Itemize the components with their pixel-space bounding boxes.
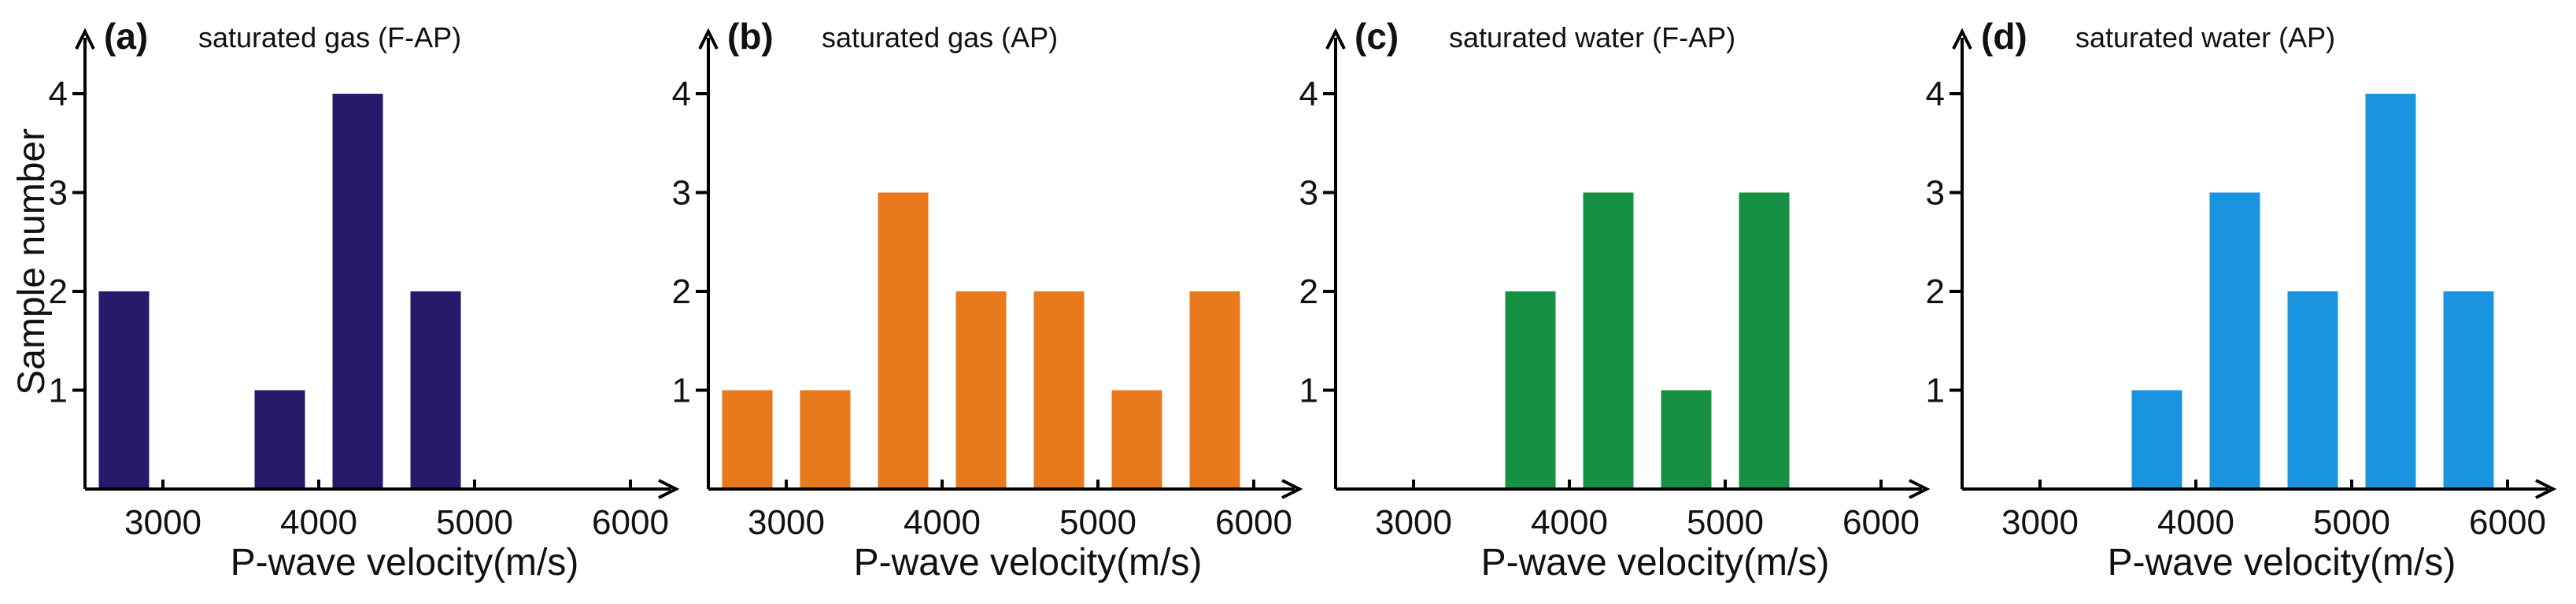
x-tick-label: 3000: [2001, 503, 2079, 542]
panel-title: saturated water (F-AP): [1449, 21, 1735, 54]
x-tick-label: 3000: [748, 503, 825, 542]
x-tick-label: 6000: [1842, 503, 1920, 542]
x-tick-label: 6000: [592, 503, 669, 542]
bar: [410, 291, 461, 489]
panel-letter: (a): [104, 16, 148, 57]
x-tick-label: 4000: [2157, 503, 2234, 542]
bar: [878, 192, 929, 489]
bar: [98, 291, 150, 489]
y-tick-label: 1: [49, 372, 68, 410]
x-axis-arrow: [1909, 479, 1931, 499]
bar: [955, 291, 1007, 489]
y-tick-label: 1: [1926, 372, 1945, 410]
bar: [2365, 94, 2416, 489]
bar: [1033, 291, 1085, 489]
bar: [254, 390, 305, 489]
x-axis-arrow: [2535, 479, 2557, 499]
panel-d: 1 2 3 4 3000 4000 5000 6000 P-wave velocity(m/s)…: [1926, 16, 2557, 584]
y-tick-label: 2: [672, 272, 691, 311]
x-tick-label: 5000: [1059, 503, 1136, 542]
bar: [2443, 291, 2494, 489]
bar: [1661, 390, 1712, 489]
bar: [1111, 390, 1162, 489]
y-tick-label: 3: [672, 174, 691, 213]
y-tick-label: 2: [49, 272, 68, 311]
panel-title: saturated gas (AP): [822, 21, 1058, 54]
y-tick-label: 1: [1299, 372, 1318, 410]
y-tick-label: 4: [1299, 75, 1318, 113]
bar: [722, 390, 773, 489]
panel-letter: (d): [1981, 16, 2027, 57]
y-tick-label: 3: [1926, 174, 1945, 213]
bar: [332, 94, 383, 489]
y-axis-title: Sample number: [11, 128, 53, 395]
bar: [1739, 192, 1790, 489]
x-tick-label: 3000: [124, 503, 201, 542]
bar: [1189, 291, 1240, 489]
panel-title: saturated gas (F-AP): [198, 21, 461, 54]
x-tick-label: 4000: [280, 503, 357, 542]
x-tick-label: 5000: [436, 503, 513, 542]
bar: [800, 390, 851, 489]
bar: [2131, 390, 2182, 489]
y-tick-label: 2: [1299, 272, 1318, 311]
bar: [2287, 291, 2338, 489]
y-tick-label: 2: [1926, 272, 1945, 311]
bar: [2209, 192, 2260, 489]
panel-b: 1 2 3 4 3000 4000 5000 6000 P-wave velocity(m/s)…: [672, 16, 1303, 584]
x-axis-title: P-wave velocity(m/s): [2108, 542, 2456, 584]
panel-letter: (b): [727, 16, 774, 57]
x-tick-label: 3000: [1375, 503, 1452, 542]
panel-a: 1 2 3 4 3000 4000 5000 6000 P-wave velocity(m/s)…: [11, 16, 680, 584]
panel-letter: (c): [1355, 16, 1399, 57]
y-tick-label: 3: [1299, 174, 1318, 213]
x-tick-label: 4000: [1531, 503, 1608, 542]
x-axis-arrow: [658, 479, 680, 499]
y-tick-label: 1: [672, 372, 691, 410]
y-tick-label: 4: [49, 75, 68, 113]
y-axis-arrow: [1325, 28, 1346, 50]
x-axis-title: P-wave velocity(m/s): [231, 542, 579, 584]
panel-c: 1 2 3 4 3000 4000 5000 6000 P-wave velocity(m/s)…: [1299, 16, 1931, 584]
bar: [1583, 192, 1634, 489]
y-axis-arrow: [75, 28, 95, 50]
x-tick-label: 5000: [1687, 503, 1764, 542]
y-tick-label: 4: [1926, 75, 1945, 113]
x-tick-label: 6000: [1215, 503, 1292, 542]
bar: [1505, 291, 1556, 489]
y-axis-arrow: [698, 28, 719, 50]
y-tick-label: 3: [49, 174, 68, 213]
x-tick-label: 4000: [904, 503, 981, 542]
x-axis-title: P-wave velocity(m/s): [1481, 542, 1830, 584]
x-tick-label: 5000: [2313, 503, 2390, 542]
x-axis-arrow: [1281, 479, 1303, 499]
x-tick-label: 6000: [2469, 503, 2546, 542]
y-tick-label: 4: [672, 75, 691, 113]
panel-title: saturated water (AP): [2075, 21, 2335, 54]
x-axis-title: P-wave velocity(m/s): [854, 542, 1203, 584]
y-axis-arrow: [1952, 28, 1972, 50]
